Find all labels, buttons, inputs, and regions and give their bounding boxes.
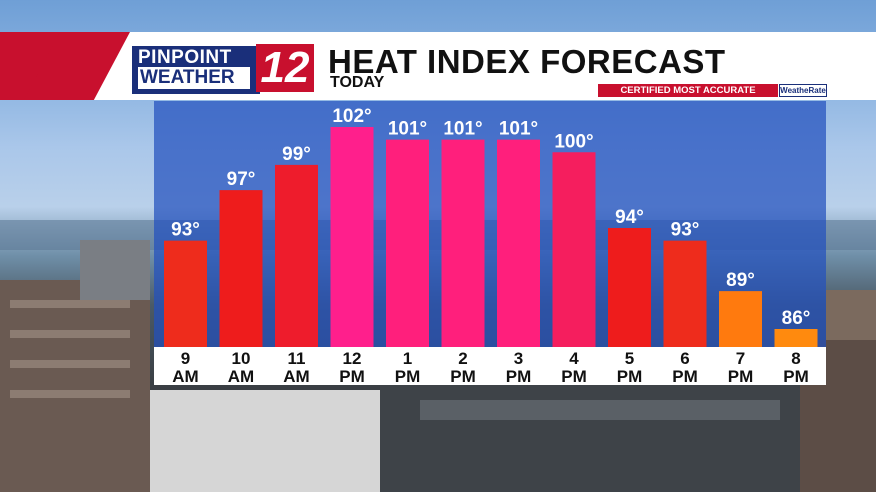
page-subtitle: TODAY	[330, 74, 385, 91]
x-tick-period-8: PM	[617, 367, 643, 386]
x-tick-hour-8: 5	[625, 349, 634, 368]
x-tick-period-9: PM	[672, 367, 698, 386]
bar-value-label-2: 99°	[282, 144, 311, 165]
bar-7	[552, 152, 596, 347]
x-tick-period-11: PM	[783, 367, 809, 386]
x-tick-hour-0: 9	[181, 349, 190, 368]
bar-2	[275, 164, 318, 347]
chart-panel	[154, 101, 826, 347]
bar-6	[497, 139, 540, 347]
bar-value-label-5: 101°	[443, 119, 482, 140]
bar-value-label-6: 101°	[499, 119, 538, 140]
bar-value-label-8: 94°	[615, 207, 644, 228]
bar-value-label-3: 102°	[332, 106, 371, 127]
x-axis-strip	[154, 347, 826, 385]
x-tick-period-7: PM	[561, 367, 587, 386]
logo-pinpoint-text: PINPOINT	[138, 47, 232, 68]
x-tick-period-2: AM	[283, 367, 309, 386]
bar-value-label-0: 93°	[171, 220, 200, 241]
x-tick-hour-7: 4	[569, 349, 579, 368]
x-tick-period-4: PM	[395, 367, 421, 386]
x-tick-period-1: AM	[228, 367, 254, 386]
x-tick-period-6: PM	[506, 367, 532, 386]
bar-value-label-1: 97°	[227, 169, 256, 190]
x-tick-period-0: AM	[172, 367, 198, 386]
bar-value-label-4: 101°	[388, 119, 427, 140]
bar-5	[441, 139, 485, 347]
x-tick-hour-2: 11	[288, 349, 306, 368]
page-title: HEAT INDEX FORECAST	[328, 43, 726, 80]
x-tick-period-5: PM	[450, 367, 476, 386]
x-tick-hour-4: 1	[403, 349, 412, 368]
bar-0	[164, 240, 207, 347]
x-tick-hour-10: 7	[736, 349, 745, 368]
bar-value-label-9: 93°	[671, 220, 700, 241]
logo-weather-text: WEATHER	[138, 67, 250, 89]
x-tick-hour-3: 12	[343, 349, 362, 368]
certified-banner: CERTIFIED MOST ACCURATE	[598, 84, 778, 97]
bar-value-label-11: 86°	[782, 308, 811, 329]
x-tick-period-10: PM	[728, 367, 754, 386]
bar-9	[663, 240, 707, 347]
bar-11	[774, 329, 818, 347]
bar-4	[386, 139, 429, 347]
x-tick-period-3: PM	[339, 367, 365, 386]
bar-value-label-7: 100°	[554, 131, 593, 152]
logo-channel-number: 12	[256, 44, 314, 92]
x-tick-hour-1: 10	[232, 349, 251, 368]
weatherate-badge: WeatheRate	[779, 84, 827, 97]
bar-value-label-10: 89°	[726, 270, 755, 291]
bar-8	[608, 228, 651, 347]
x-tick-hour-5: 2	[458, 349, 467, 368]
x-tick-hour-6: 3	[514, 349, 523, 368]
bar-3	[330, 127, 374, 347]
x-tick-hour-9: 6	[680, 349, 689, 368]
bar-10	[719, 291, 762, 347]
bar-1	[219, 190, 263, 347]
x-tick-hour-11: 8	[791, 349, 800, 368]
